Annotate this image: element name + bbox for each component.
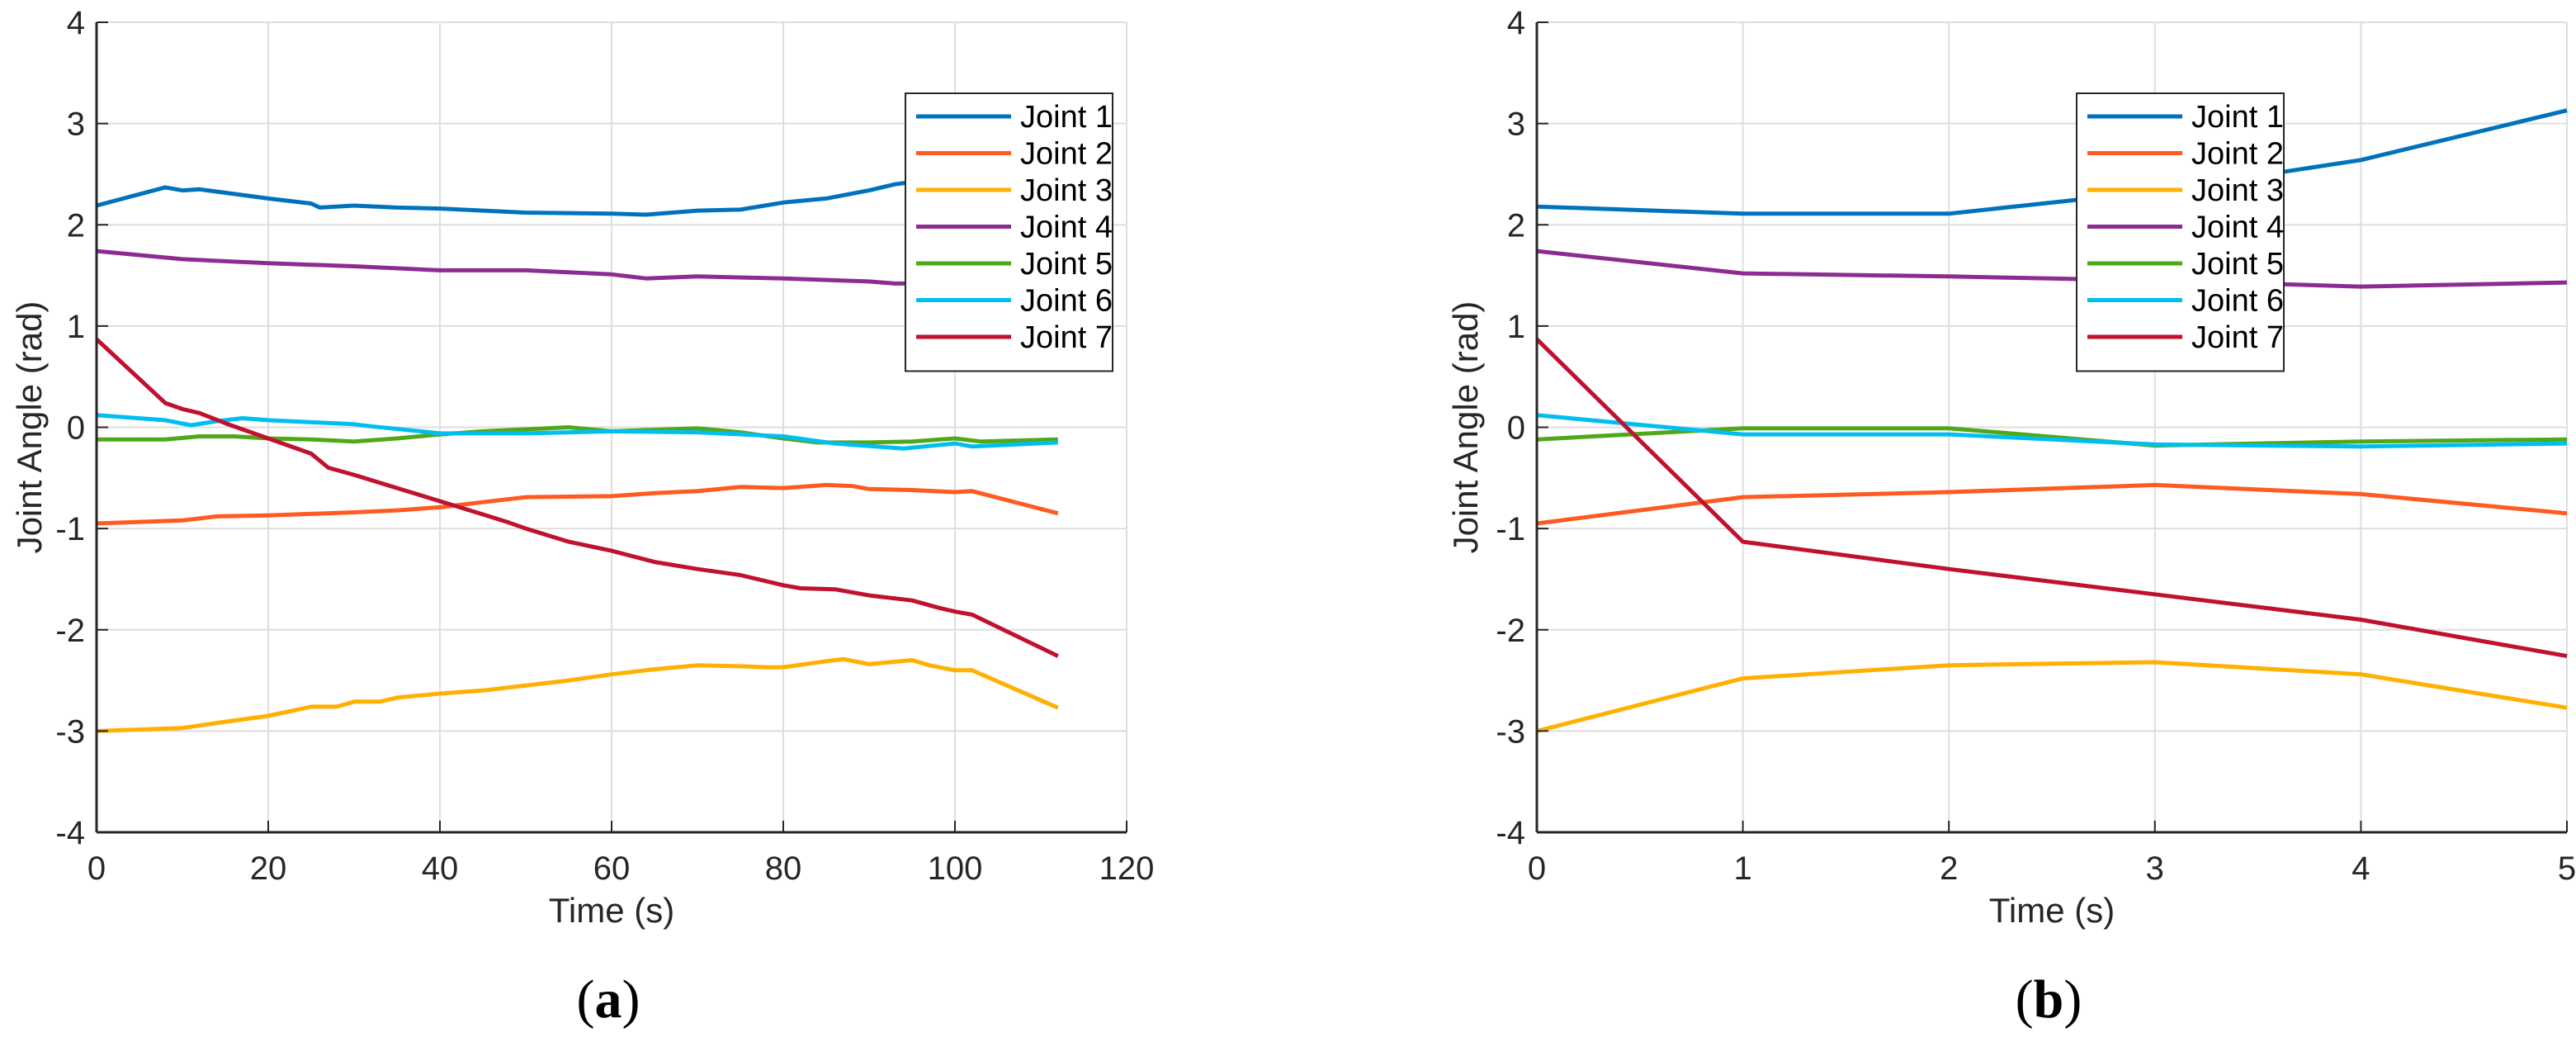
legend-label: Joint 1: [1020, 100, 1113, 135]
legend-label: Joint 6: [2191, 284, 2284, 319]
legend-item: Joint 6: [2087, 284, 2284, 319]
legend-label: Joint 4: [2191, 211, 2284, 245]
y-tick-label: -1: [55, 511, 85, 547]
legend-item: Joint 4: [916, 211, 1113, 245]
y-tick-label: -4: [1496, 815, 1525, 851]
series-line-joint-2: [1536, 482, 2568, 526]
x-axis-label: Time (s): [549, 891, 674, 930]
y-tick-label: 0: [1507, 410, 1525, 447]
series-line-joint-2: [96, 482, 1059, 526]
y-tick-label: -2: [55, 613, 85, 649]
legend-label: Joint 2: [2191, 137, 2284, 172]
panel-label: (a): [577, 969, 640, 1030]
y-tick-label: 3: [67, 107, 85, 143]
x-tick-label: 3: [2146, 850, 2164, 887]
series-line-joint-4: [96, 249, 1058, 286]
series-line-joint-6: [96, 413, 1058, 451]
x-tick-label: 0: [1528, 850, 1546, 887]
legend-item: Joint 3: [916, 173, 1113, 208]
legend-label: Joint 3: [2191, 173, 2284, 208]
y-tick-label: -3: [1496, 713, 1525, 750]
y-tick-label: 2: [67, 207, 85, 244]
chart-b: 0 1 2 3 4 5 -4 -3 -2 -1 0 1 2 3 4 Time (s) Joint Angle (…: [1446, 5, 2576, 1030]
legend-label: Joint 4: [1020, 211, 1113, 245]
series-line-joint-7: [1535, 338, 2568, 659]
legend-item: Joint 3: [2087, 173, 2284, 208]
y-tick-label: -4: [55, 815, 85, 851]
y-tick-label: 3: [1507, 107, 1525, 143]
legend-label: Joint 5: [2191, 247, 2284, 282]
series-line-joint-7: [95, 337, 1059, 658]
legend-item: Joint 2: [2087, 137, 2284, 172]
series-line-joint-4: [1536, 249, 2568, 289]
legend-item: Joint 4: [2087, 211, 2284, 245]
legend-label: Joint 2: [1020, 137, 1113, 172]
x-tick-label: 120: [1099, 850, 1155, 887]
y-tick-label: 1: [67, 309, 85, 345]
series-line-joint-5: [97, 425, 1058, 445]
x-tick-label: 100: [928, 850, 983, 887]
series-line-joint-1: [1536, 108, 2568, 216]
series-line-joint-3: [1536, 660, 2568, 733]
legend-item: Joint 6: [916, 284, 1113, 319]
legend-label: Joint 7: [2191, 320, 2284, 355]
series-line-joint-1: [96, 159, 1059, 217]
x-tick-label: 60: [593, 850, 631, 887]
legend-item: Joint 5: [2087, 247, 2284, 282]
panel-letter: b: [2034, 969, 2064, 1030]
chart-a: 0 20 40 60 80 100 120 -4 -3 -2 -1 0 1 2 3 4 Time (s) Join…: [10, 5, 1154, 1030]
x-tick-label: 80: [765, 850, 802, 887]
panel-paren-open: (: [2016, 969, 2034, 1030]
panel-label: (b): [2016, 969, 2082, 1030]
legend-item: Joint 1: [916, 100, 1113, 135]
y-tick-label: 2: [1507, 207, 1525, 244]
legend-label: Joint 1: [2191, 100, 2284, 135]
x-tick-label: 2: [1940, 850, 1958, 887]
series-line-joint-3: [96, 656, 1059, 733]
y-tick-label: 1: [1507, 309, 1525, 345]
series-line-joint-6: [1536, 413, 2568, 449]
panel-paren-close: ): [2063, 969, 2082, 1030]
legend-item: Joint 7: [916, 320, 1113, 355]
legend-label: Joint 3: [1020, 173, 1113, 208]
legend-label: Joint 6: [1020, 284, 1113, 319]
y-tick-label: 4: [67, 5, 85, 41]
y-tick-label: 0: [67, 410, 85, 447]
y-tick-label: 4: [1507, 5, 1525, 41]
legend-box: [905, 92, 1113, 372]
legend-label: Joint 5: [1020, 247, 1113, 282]
y-tick-label: -1: [1496, 511, 1525, 547]
panel-paren-open: (: [577, 969, 595, 1030]
legend-label: Joint 7: [1020, 320, 1113, 355]
x-tick-label: 40: [422, 850, 459, 887]
y-axis-label: Joint Angle (rad): [10, 301, 49, 554]
legend-item: Joint 1: [2087, 100, 2284, 135]
panel-paren-close: ): [622, 969, 640, 1030]
legend-item: Joint 5: [916, 247, 1113, 282]
panel-letter: a: [595, 969, 622, 1030]
x-tick-label: 1: [1733, 850, 1751, 887]
x-tick-label: 4: [2351, 850, 2370, 887]
y-axis-label: Joint Angle (rad): [1446, 301, 1485, 554]
x-tick-label: 20: [250, 850, 287, 887]
legend-box: [2076, 92, 2285, 372]
x-tick-label: 5: [2558, 850, 2576, 887]
y-tick-label: -2: [1496, 613, 1525, 649]
legend-item: Joint 2: [916, 137, 1113, 172]
y-tick-label: -3: [55, 713, 85, 750]
legend-item: Joint 7: [2087, 320, 2284, 355]
x-axis-label: Time (s): [1989, 891, 2115, 930]
x-tick-label: 0: [87, 850, 106, 887]
